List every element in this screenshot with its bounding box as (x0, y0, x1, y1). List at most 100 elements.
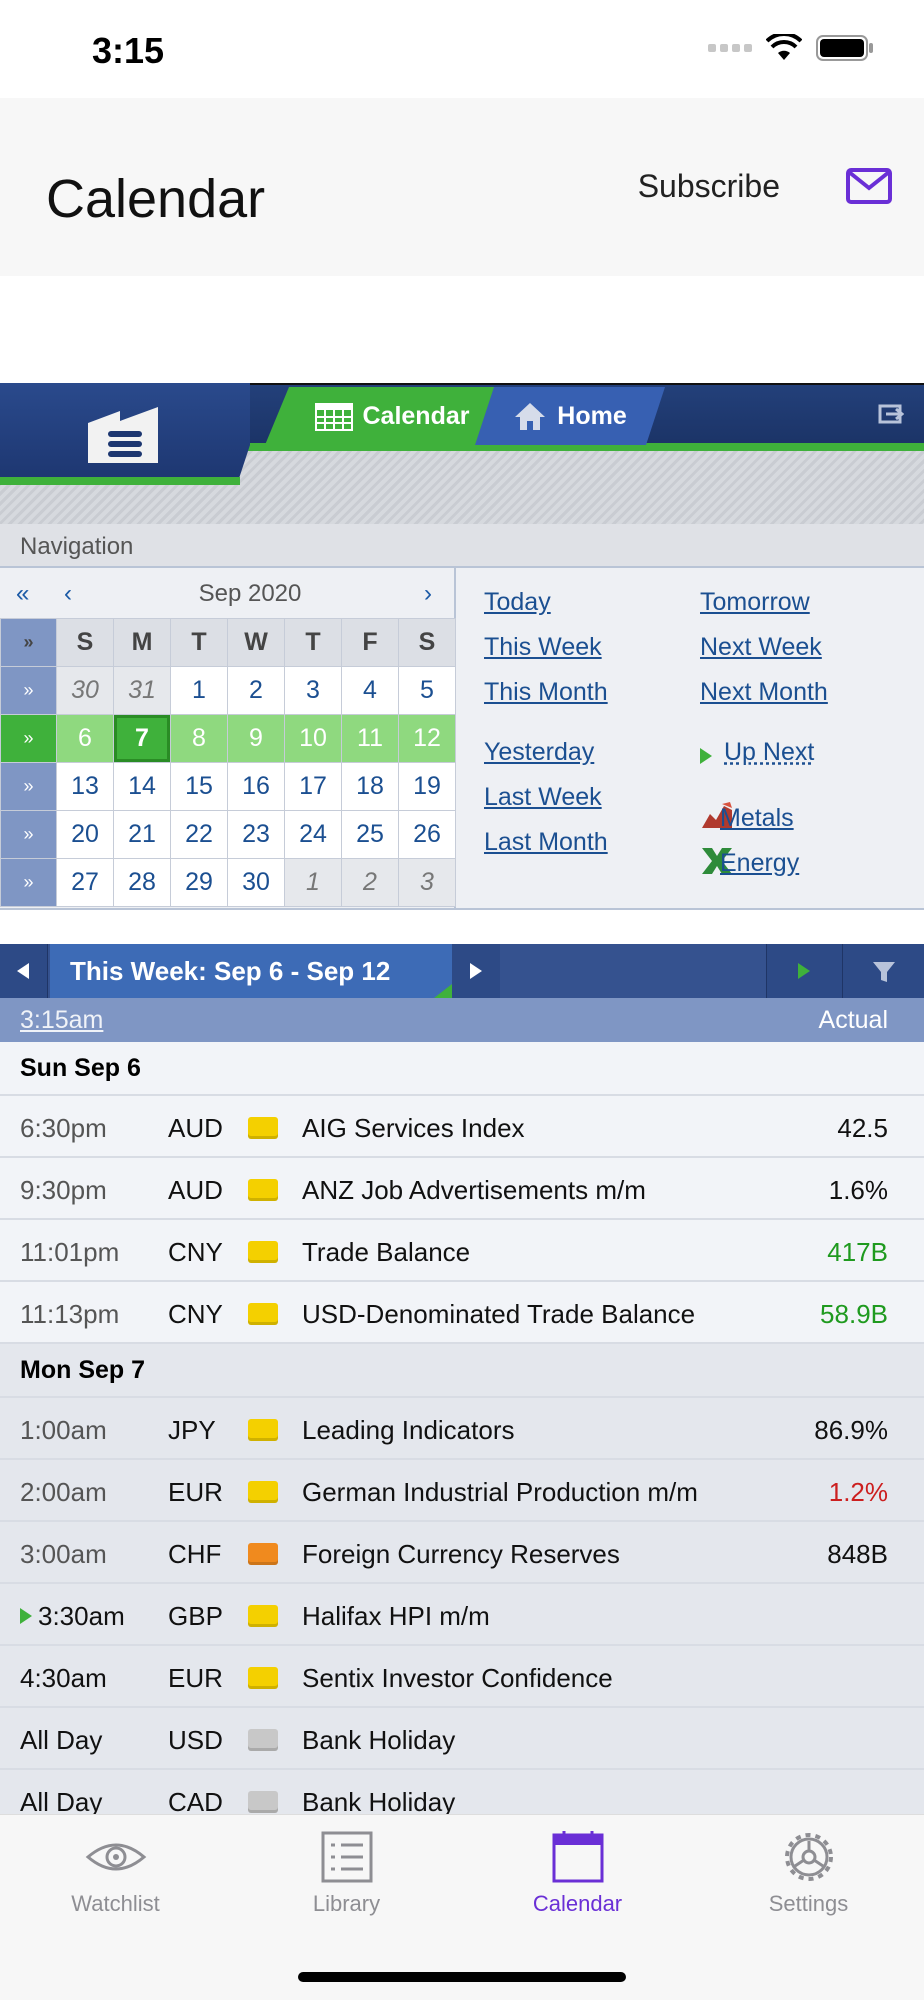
link-this-month[interactable]: This Month (484, 678, 608, 706)
calendar-icon (552, 1831, 603, 1883)
tab-calendar[interactable]: Calendar (462, 1831, 693, 1931)
current-time-link[interactable]: 3:15am (20, 1006, 104, 1034)
calendar-day[interactable]: 1 (170, 666, 228, 715)
calendar-day[interactable]: 4 (341, 666, 399, 715)
week-select-icon[interactable]: » (0, 858, 57, 907)
event-row[interactable]: 3:00am CHF Foreign Currency Reserves 848… (0, 1522, 924, 1584)
up-next-button[interactable] (766, 944, 842, 998)
week-select-icon[interactable]: » (0, 810, 57, 859)
mail-icon[interactable] (846, 168, 892, 204)
event-currency: CNY (168, 1299, 223, 1329)
event-row[interactable]: 2:00am EUR German Industrial Production … (0, 1460, 924, 1522)
exit-icon[interactable] (878, 403, 904, 425)
impact-folder-icon[interactable] (248, 1791, 278, 1813)
calendar-day[interactable]: 15 (170, 762, 228, 811)
impact-folder-icon[interactable] (248, 1117, 278, 1139)
link-tomorrow[interactable]: Tomorrow (700, 588, 810, 616)
week-select-icon[interactable]: » (0, 714, 57, 763)
link-last-month[interactable]: Last Month (484, 828, 608, 856)
calendar-day[interactable]: 3 (284, 666, 342, 715)
calendar-day[interactable]: 11 (341, 714, 399, 763)
event-row[interactable]: 1:00am JPY Leading Indicators 86.9% (0, 1398, 924, 1460)
calendar-day[interactable]: 8 (170, 714, 228, 763)
calendar-day[interactable]: 6 (56, 714, 114, 763)
weekday: T (170, 618, 228, 667)
calendar-day[interactable]: 23 (227, 810, 285, 859)
calendar-day[interactable]: 13 (56, 762, 114, 811)
subscribe-button[interactable]: Subscribe (637, 168, 780, 204)
event-row[interactable]: 4:30am EUR Sentix Investor Confidence (0, 1646, 924, 1708)
link-today[interactable]: Today (484, 588, 551, 616)
calendar-day[interactable]: 26 (398, 810, 456, 859)
calendar-day[interactable]: 20 (56, 810, 114, 859)
prev-year-button[interactable]: « (16, 580, 30, 607)
impact-folder-icon[interactable] (248, 1543, 278, 1565)
link-metals[interactable]: Metals (720, 804, 794, 832)
calendar-day[interactable]: 21 (113, 810, 171, 859)
event-name: USD-Denominated Trade Balance (302, 1299, 696, 1329)
calendar-day[interactable]: 1 (284, 858, 342, 907)
next-week-button[interactable] (452, 944, 500, 998)
calendar-day[interactable]: 27 (56, 858, 114, 907)
calendar-day[interactable]: 30 (56, 666, 114, 715)
calendar-day-today[interactable]: 7 (113, 714, 171, 763)
calendar-day[interactable]: 10 (284, 714, 342, 763)
calendar-day[interactable]: 17 (284, 762, 342, 811)
tab-settings[interactable]: Settings (693, 1831, 924, 1931)
calendar-day[interactable]: 24 (284, 810, 342, 859)
calendar-day[interactable]: 30 (227, 858, 285, 907)
link-yesterday[interactable]: Yesterday (484, 738, 595, 766)
calendar-day[interactable]: 18 (341, 762, 399, 811)
next-month-button[interactable]: › (424, 580, 432, 607)
factory-logo-icon[interactable] (86, 403, 160, 465)
impact-folder-icon[interactable] (248, 1241, 278, 1263)
week-select-icon[interactable]: » (0, 666, 57, 715)
calendar-day[interactable]: 9 (227, 714, 285, 763)
link-next-week[interactable]: Next Week (700, 633, 822, 661)
calendar-day[interactable]: 2 (227, 666, 285, 715)
link-energy[interactable]: Energy (720, 849, 800, 877)
link-next-month[interactable]: Next Month (700, 678, 828, 706)
calendar-day[interactable]: 25 (341, 810, 399, 859)
calendar-day[interactable]: 2 (341, 858, 399, 907)
impact-folder-icon[interactable] (248, 1481, 278, 1503)
calendar-day[interactable]: 29 (170, 858, 228, 907)
tab-watchlist[interactable]: Watchlist (0, 1831, 231, 1931)
calendar-day[interactable]: 16 (227, 762, 285, 811)
prev-month-button[interactable]: ‹ (64, 580, 72, 607)
calendar-day[interactable]: 5 (398, 666, 456, 715)
collapse-all-icon[interactable]: » (0, 618, 57, 667)
banner-tab-calendar[interactable]: Calendar (265, 387, 505, 445)
event-row[interactable]: All Day USD Bank Holiday (0, 1708, 924, 1770)
impact-folder-icon[interactable] (248, 1605, 278, 1627)
event-name: German Industrial Production m/m (302, 1477, 698, 1507)
link-up-next[interactable]: Up Next (724, 738, 815, 766)
link-this-week[interactable]: This Week (484, 633, 602, 661)
link-last-week[interactable]: Last Week (484, 783, 602, 811)
impact-folder-icon[interactable] (248, 1667, 278, 1689)
event-currency: AUD (168, 1113, 223, 1143)
calendar-day[interactable]: 19 (398, 762, 456, 811)
event-row[interactable]: All Day CAD Bank Holiday (0, 1770, 924, 1814)
calendar-day[interactable]: 14 (113, 762, 171, 811)
event-row[interactable]: 11:13pm CNY USD-Denominated Trade Balanc… (0, 1282, 924, 1344)
impact-folder-icon[interactable] (248, 1729, 278, 1751)
event-row[interactable]: 9:30pm AUD ANZ Job Advertisements m/m 1.… (0, 1158, 924, 1220)
calendar-day[interactable]: 12 (398, 714, 456, 763)
calendar-day[interactable]: 22 (170, 810, 228, 859)
impact-folder-icon[interactable] (248, 1419, 278, 1441)
calendar-day[interactable]: 28 (113, 858, 171, 907)
calendar-day[interactable]: 3 (398, 858, 456, 907)
calendar-day[interactable]: 31 (113, 666, 171, 715)
prev-week-button[interactable] (0, 944, 48, 998)
event-row-next[interactable]: 3:30am GBP Halifax HPI m/m (0, 1584, 924, 1646)
event-row[interactable]: 6:30pm AUD AIG Services Index 42.5 (0, 1096, 924, 1158)
week-select-icon[interactable]: » (0, 762, 57, 811)
impact-folder-icon[interactable] (248, 1179, 278, 1201)
tab-label: Calendar (532, 1891, 623, 1916)
banner-tab-home[interactable]: Home (475, 387, 665, 445)
impact-folder-icon[interactable] (248, 1303, 278, 1325)
event-row[interactable]: 11:01pm CNY Trade Balance 417B (0, 1220, 924, 1282)
tab-library[interactable]: Library (231, 1831, 462, 1931)
filter-button[interactable] (842, 944, 924, 998)
